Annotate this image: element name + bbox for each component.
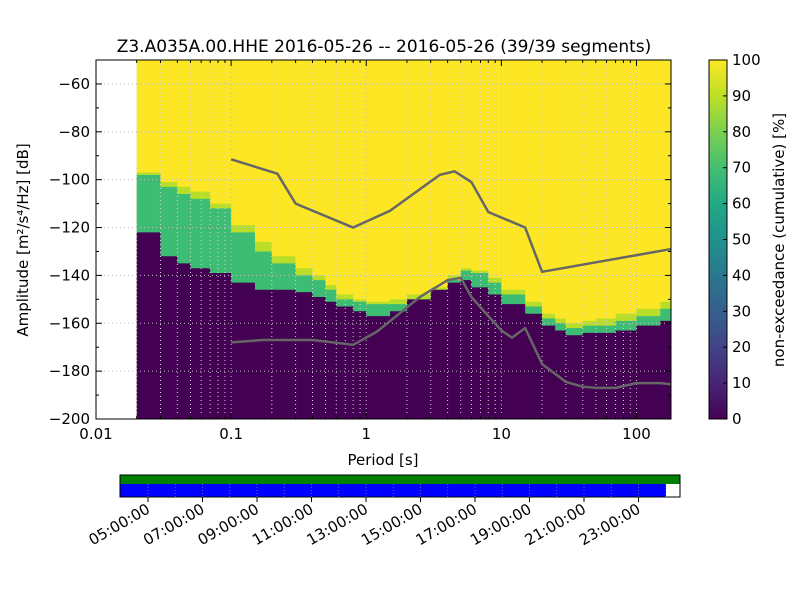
timeline-tick-label: 17:00:00 <box>413 500 480 549</box>
x-tick-label: 100 <box>622 425 651 443</box>
y-tick-label: −60 <box>58 75 90 93</box>
timeline-tick-label: 19:00:00 <box>467 500 534 549</box>
colorbar-tick-label: 70 <box>732 159 751 177</box>
colorbar-tick-label: 10 <box>732 374 751 392</box>
high-noise-model-line <box>230 158 672 274</box>
plot-frame <box>95 59 672 420</box>
x-tick-label: 10 <box>492 425 511 443</box>
colorbar: 0 10 20 30 40 50 60 70 80 90 100 non-exceedance (c… <box>708 51 788 428</box>
colorbar-label: non-exceedance (cumulative) [%] <box>770 113 788 367</box>
y-axis-label: Amplitude [m²/s⁴/Hz] [dB] <box>14 143 32 336</box>
timeline-tick-label: 07:00:00 <box>140 500 207 549</box>
colorbar-tick-label: 50 <box>732 231 751 249</box>
y-tick-label: −200 <box>49 410 90 428</box>
y-tick-label: −100 <box>49 171 90 189</box>
probability-heatmap <box>136 60 671 419</box>
colorbar-tick-label: 0 <box>732 410 742 428</box>
y-tick-label: −160 <box>49 314 90 332</box>
y-tick-label: −80 <box>58 123 90 141</box>
x-tick-label: 0.01 <box>79 425 112 443</box>
y-tick-label: −140 <box>49 266 90 284</box>
colorbar-tick-label: 80 <box>732 123 751 141</box>
chart-title: Z3.A035A.00.HHE 2016-05-26 -- 2016-05-26… <box>117 37 652 57</box>
x-axis-ticks: 0.01 0.1 1 10 100 <box>79 60 651 443</box>
colorbar-tick-label: 100 <box>732 51 761 69</box>
timeline-tick-label: 05:00:00 <box>86 500 153 549</box>
y-tick-label: −120 <box>49 219 90 237</box>
timeline-tick-label: 11:00:00 <box>249 500 316 549</box>
noise-model-lines <box>230 158 672 390</box>
colorbar-tick-label: 60 <box>732 195 751 213</box>
y-axis-ticks: −60 −80 −100 −120 −140 −160 −180 −200 <box>49 59 671 428</box>
timeline-frame <box>119 474 681 498</box>
colorbar-ticks: 0 10 20 30 40 50 60 70 80 90 100 <box>723 51 761 428</box>
timeline-tick-label: 21:00:00 <box>522 500 589 549</box>
band-dark <box>136 232 671 419</box>
y-tick-label: −180 <box>49 362 90 380</box>
low-noise-model-line <box>231 276 672 390</box>
x-tick-label: 1 <box>361 425 371 443</box>
timeline-tick-label: 09:00:00 <box>195 500 262 549</box>
colorbar-tick-label: 90 <box>732 87 751 105</box>
timeline-tick-label: 15:00:00 <box>358 500 425 549</box>
x-axis-label: Period [s] <box>347 451 418 469</box>
data-availability-timeline: 05:00:0007:00:0009:00:0011:00:0013:00:00… <box>86 474 681 549</box>
psd-plot-area: 0.01 0.1 1 10 100 −60 −80 −100 −120 −140 −160 −180… <box>49 59 672 443</box>
colorbar-tick-label: 20 <box>732 338 751 356</box>
timeline-green-bar <box>120 475 680 484</box>
x-tick-label: 0.1 <box>219 425 243 443</box>
timeline-tick-label: 13:00:00 <box>304 500 371 549</box>
timeline-tick-label: 23:00:00 <box>576 500 643 549</box>
colorbar-tick-label: 40 <box>732 266 751 284</box>
colorbar-tick-label: 30 <box>732 302 751 320</box>
